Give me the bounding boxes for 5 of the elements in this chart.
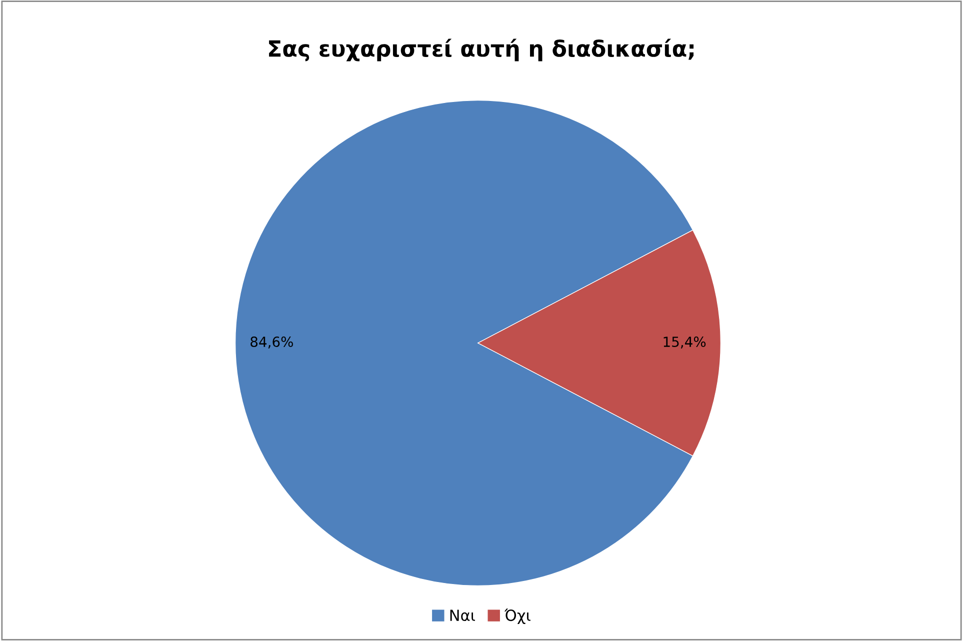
- data-label: 84,6%: [250, 336, 293, 348]
- chart-title: Σας ευχαριστεί αυτή η διαδικασία;: [269, 38, 694, 62]
- legend-label: Ναι: [450, 610, 475, 622]
- data-label: 15,4%: [664, 336, 706, 348]
- legend-label: Όχι: [504, 608, 530, 624]
